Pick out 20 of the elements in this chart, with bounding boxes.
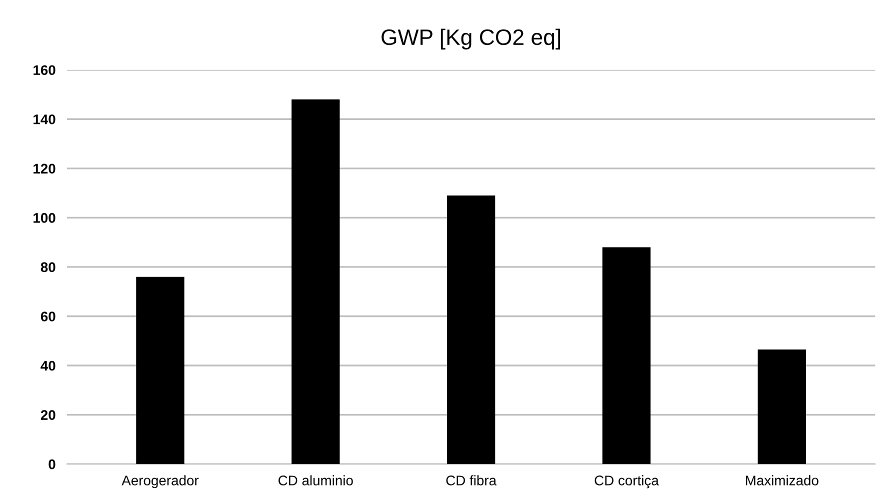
chart-title: GWP [Kg CO2 eq] [382, 28, 560, 50]
x-tick-label: CD cortiça [594, 475, 659, 488]
y-tick-label: 0 [48, 459, 56, 470]
x-tick-label: Maximizado [746, 475, 818, 486]
x-tick-label: Aerogerador [122, 475, 199, 488]
y-tick-label: 100 [34, 213, 56, 223]
bar [292, 99, 340, 464]
y-tick-label: 120 [34, 164, 56, 174]
bar [446, 196, 496, 464]
y-tick-label: 20 [40, 410, 56, 420]
x-tick-label: CD aluminio [278, 475, 353, 486]
y-tick-label: 80 [40, 262, 56, 272]
bar [602, 247, 651, 464]
y-tick-label: 60 [40, 312, 56, 322]
bar [758, 350, 806, 464]
y-tick-label: 40 [40, 360, 56, 371]
y-tick-label: 140 [34, 114, 56, 124]
y-tick-label: 160 [34, 65, 56, 76]
x-tick-label: CD fibra [446, 475, 497, 486]
bar [136, 276, 184, 464]
